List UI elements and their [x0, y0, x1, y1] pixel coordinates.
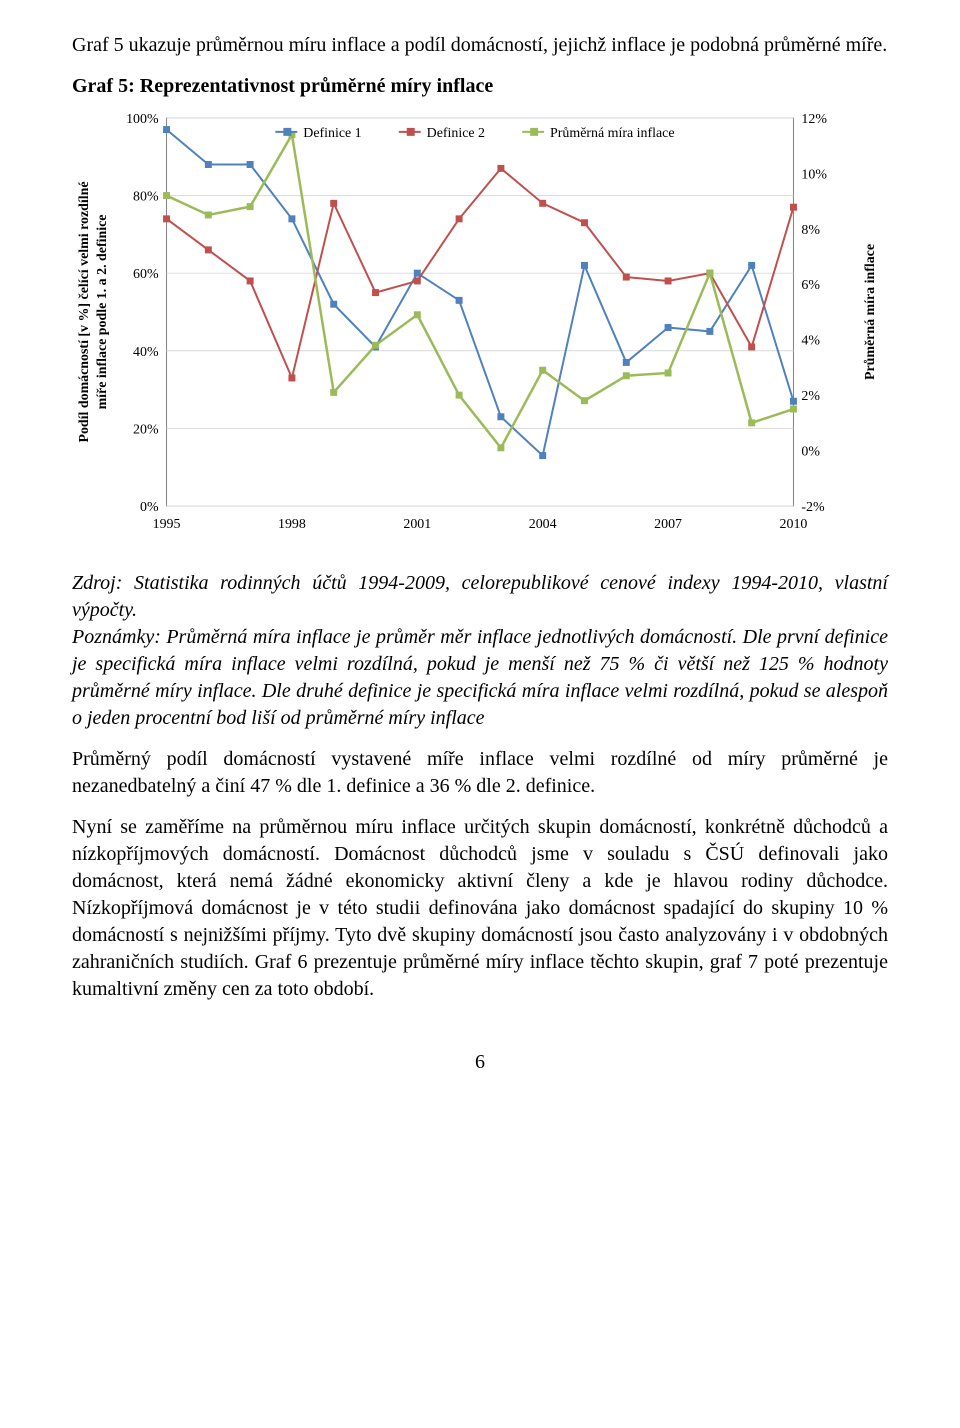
svg-text:60%: 60%: [133, 267, 159, 282]
source-text: Zdroj: Statistika rodinných účtů 1994-20…: [72, 572, 888, 621]
svg-text:0%: 0%: [801, 445, 820, 460]
svg-text:1998: 1998: [278, 517, 306, 532]
svg-text:Průměrná míra inflace: Průměrná míra inflace: [550, 126, 674, 141]
svg-text:100%: 100%: [126, 112, 159, 127]
svg-text:2010: 2010: [780, 517, 808, 532]
svg-text:4%: 4%: [801, 334, 820, 349]
svg-text:10%: 10%: [801, 167, 827, 182]
source-note: Zdroj: Statistika rodinných účtů 1994-20…: [72, 570, 888, 624]
svg-text:Definice 1: Definice 1: [303, 126, 361, 141]
svg-text:2007: 2007: [654, 517, 682, 532]
svg-text:40%: 40%: [133, 345, 159, 360]
svg-text:Podíl domácností [v %] čelící: Podíl domácností [v %] čelící velmi rozd…: [77, 181, 92, 442]
svg-text:12%: 12%: [801, 112, 827, 127]
intro-paragraph: Graf 5 ukazuje průměrnou míru inflace a …: [72, 32, 888, 59]
svg-text:Definice 2: Definice 2: [427, 126, 485, 141]
chart-notes: Poznámky: Průměrná míra inflace je průmě…: [72, 624, 888, 732]
svg-text:8%: 8%: [801, 223, 820, 238]
svg-text:2%: 2%: [801, 389, 820, 404]
svg-text:2001: 2001: [403, 517, 431, 532]
svg-text:0%: 0%: [140, 500, 159, 515]
paragraph-4: Nyní se zaměříme na průměrnou míru infla…: [72, 814, 888, 1003]
svg-text:míře inflace podle 1. a 2. def: míře inflace podle 1. a 2. definice: [95, 215, 110, 410]
page-number: 6: [72, 1051, 888, 1074]
document-page: Graf 5 ukazuje průměrnou míru inflace a …: [0, 0, 960, 1114]
svg-text:2004: 2004: [529, 517, 557, 532]
svg-text:Průměrná míra inflace: Průměrná míra inflace: [863, 244, 878, 380]
chart-title: Graf 5: Reprezentativnost průměrné míry …: [72, 73, 888, 100]
chart-svg: 0% 20% 40% 60% 80% 100% -2% 0% 2% 4% 6% 8% 10% 12% 199…: [72, 108, 888, 546]
svg-text:80%: 80%: [133, 190, 159, 205]
paragraph-3: Průměrný podíl domácností vystavené míře…: [72, 746, 888, 800]
svg-text:6%: 6%: [801, 278, 820, 293]
svg-text:-2%: -2%: [801, 500, 825, 515]
svg-text:20%: 20%: [133, 422, 159, 437]
chart-container: 0% 20% 40% 60% 80% 100% -2% 0% 2% 4% 6% 8% 10% 12% 199…: [72, 108, 888, 546]
svg-text:1995: 1995: [153, 517, 181, 532]
